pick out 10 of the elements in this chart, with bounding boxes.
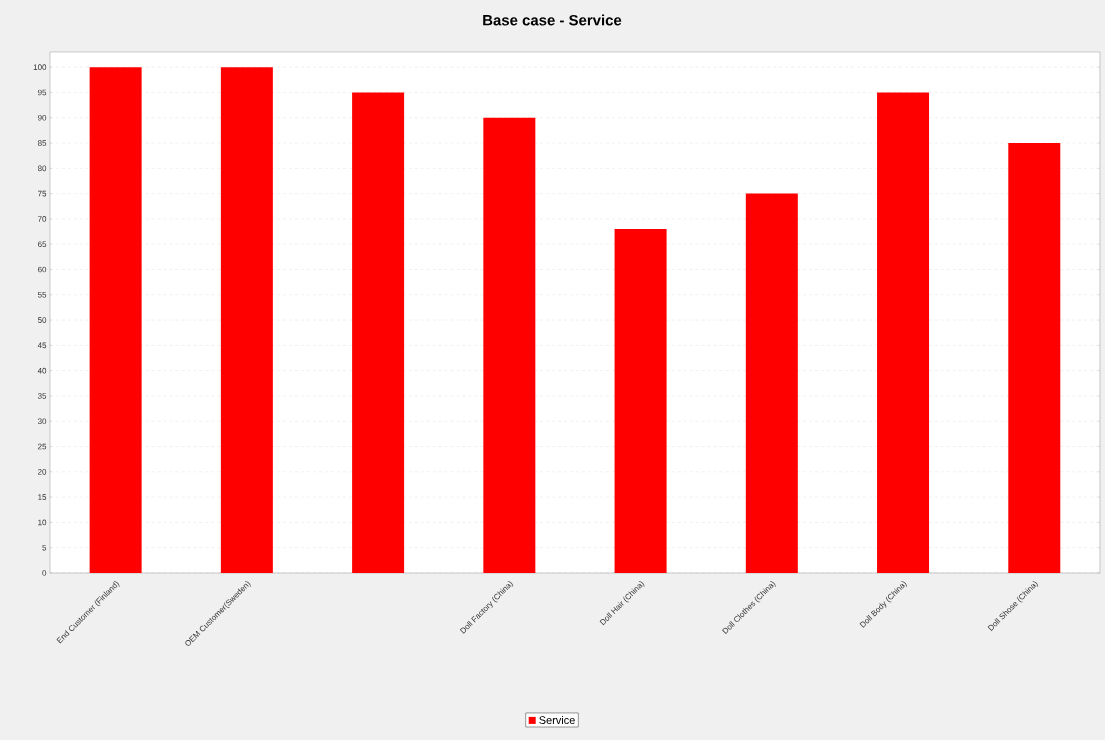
bar [220,67,273,573]
bar [745,193,798,573]
chart-title: Base case - Service [483,14,622,26]
legend-label: Service [539,715,575,725]
bar [89,67,142,573]
bar [877,92,930,573]
bar [1008,143,1061,573]
bar [483,117,536,573]
bar [352,92,405,573]
bar [614,229,667,573]
